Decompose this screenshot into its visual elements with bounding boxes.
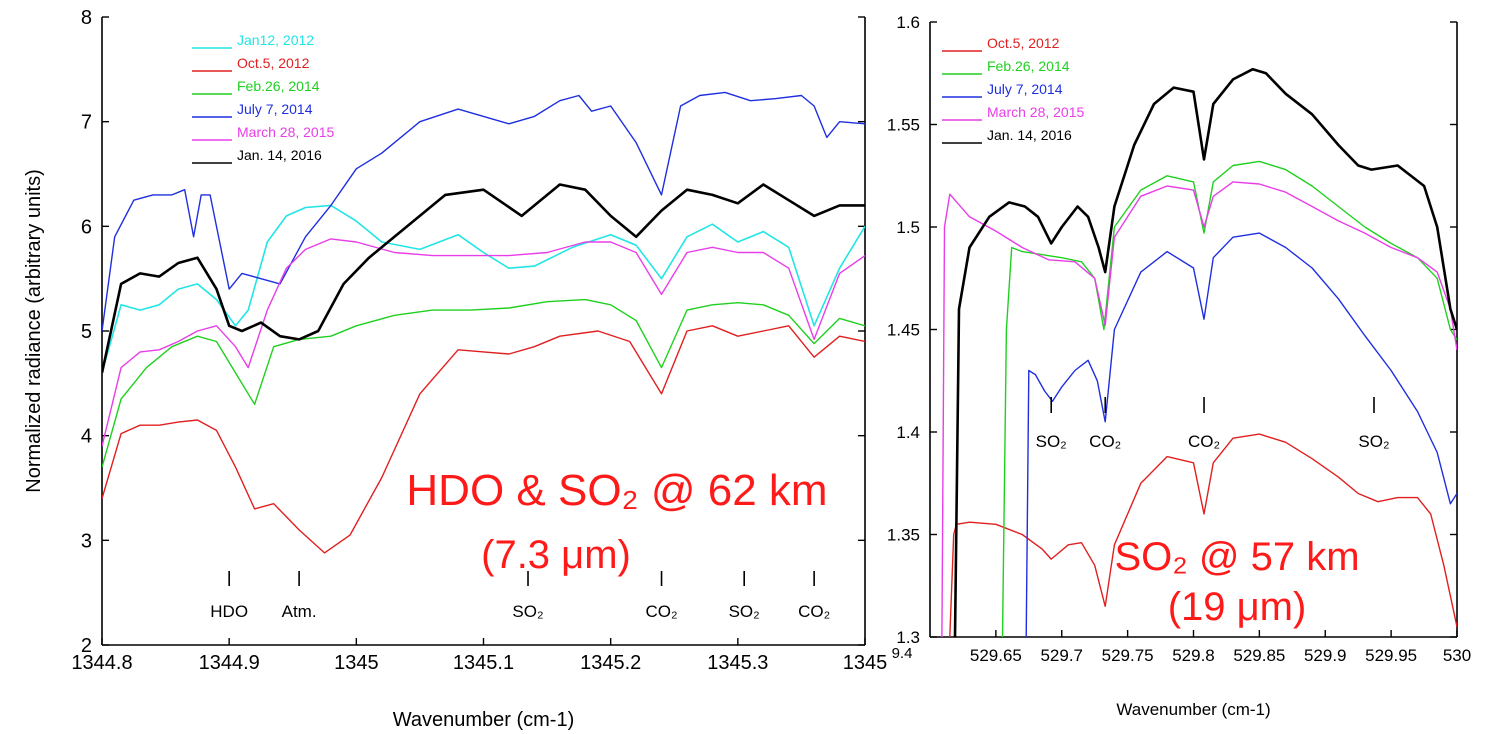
chart-1-annotation-sub: (7.3 μm) xyxy=(481,533,631,577)
chart-2-legend-label: Oct.5, 2012 xyxy=(987,35,1060,51)
chart-2-legend-label: Feb.26, 2014 xyxy=(987,58,1070,74)
chart-2-y-tick-label: 1.55 xyxy=(887,115,920,134)
chart-2: 1.3 1.35 1.4 1.45 1.5 1.55 1.6 529.65 529.7 529.7… xyxy=(887,13,1471,719)
chart-1-y-axis-title: Normalized radiance (arbitrary units) xyxy=(23,169,45,492)
chart-2-series-line-4 xyxy=(941,181,1457,637)
chart-2-legend-label: March 28, 2015 xyxy=(987,104,1084,120)
chart-2-series-line-5 xyxy=(953,67,1457,637)
chart-1-series-line-4 xyxy=(102,91,865,332)
chart-1-y-tick-label: 5 xyxy=(81,321,92,343)
chart-2-y-tick-label: 1.5 xyxy=(896,218,920,237)
chart-1-x-tick-label: 1344.9 xyxy=(199,652,260,674)
chart-2-x-tick-label: 530 xyxy=(1443,646,1471,665)
chart-1-x-axis-title: Wavenumber (cm-1) xyxy=(393,709,575,731)
chart-1-series-line-6 xyxy=(102,183,865,374)
chart-2-x-tick-label: 529.9 xyxy=(1304,646,1347,665)
chart-2-marker-label: CO₂ xyxy=(1089,432,1121,451)
chart-1-marker-label: HDO xyxy=(210,602,248,621)
chart-2-x-tick-label: 529.7 xyxy=(1040,646,1083,665)
chart-1-legend-label: Jan12, 2012 xyxy=(237,32,314,48)
chart-2-annotation-main: SO₂ @ 57 km xyxy=(1114,535,1359,579)
chart-2-x-tick-label: 529.65 xyxy=(970,646,1022,665)
chart-1-x-tick-label: 1345.1 xyxy=(453,652,514,674)
chart-1-y-tick-label: 4 xyxy=(81,426,92,448)
chart-2-x-tick-label: 529.75 xyxy=(1102,646,1154,665)
chart-1-x-tick-label: 1345 xyxy=(843,652,888,674)
chart-2-x-tick-label: 529.85 xyxy=(1233,646,1285,665)
chart-1-y-tick-label: 3 xyxy=(81,530,92,552)
chart-1-annotation-main: HDO & SO₂ @ 62 km xyxy=(406,466,827,515)
chart-1-marker-label: Atm. xyxy=(282,602,317,621)
chart-2-y-tick-label: 1.45 xyxy=(887,320,920,339)
chart-1-x-tick-label: 1345 xyxy=(334,652,379,674)
chart-1-y-tick-label: 7 xyxy=(81,112,92,134)
chart-1-legend-label: July 7, 2014 xyxy=(237,101,313,117)
chart-1: 2 3 4 5 6 7 8 1344.8 1344.9 1345 1345.1 1345.2 1345.… xyxy=(23,7,887,731)
chart-2-series-line-2 xyxy=(1001,160,1457,637)
chart-1-series-line-2 xyxy=(102,325,865,554)
chart-2-x-tick-label: 529.95 xyxy=(1365,646,1417,665)
chart-2-legend-label: Jan. 14, 2016 xyxy=(987,127,1072,143)
chart-2-annotation-sub: (19 μm) xyxy=(1168,585,1307,629)
chart-1-marker-label: CO₂ xyxy=(645,602,677,621)
chart-2-x-axis-title: Wavenumber (cm-1) xyxy=(1116,700,1270,719)
chart-1-marker-label: CO₂ xyxy=(798,602,830,621)
chart-2-marker-label: CO₂ xyxy=(1188,432,1220,451)
chart-1-x-tick-label: 1345.2 xyxy=(580,652,641,674)
chart-1-legend-label: Feb.26, 2014 xyxy=(237,78,320,94)
chart-2-y-tick-label: 1.4 xyxy=(896,423,920,442)
chart-1-marker-label: SO₂ xyxy=(729,602,760,621)
chart-2-marker-label: SO₂ xyxy=(1036,432,1067,451)
chart-2-series-line-1 xyxy=(949,433,1457,637)
chart-1-series-line-3 xyxy=(102,298,865,468)
chart-2-y-tick-label: 1.3 xyxy=(896,628,920,647)
chart-2-y-tick-label: 1.35 xyxy=(887,525,920,544)
chart-2-series-line-3 xyxy=(1025,232,1457,637)
chart-1-legend-label: March 28, 2015 xyxy=(237,124,334,140)
chart-2-x-tick-label: 529.8 xyxy=(1172,646,1215,665)
chart-2-marker-label: SO₂ xyxy=(1358,432,1389,451)
chart-2-legend-label: July 7, 2014 xyxy=(987,81,1063,97)
chart-1-y-tick-label: 2 xyxy=(81,635,92,657)
chart-1-y-tick-label: 8 xyxy=(81,7,92,29)
chart-1-series-line-1 xyxy=(102,204,865,374)
chart-2-x-extra-label: 9.4 xyxy=(892,645,913,662)
chart-1-legend-label: Oct.5, 2012 xyxy=(237,55,310,71)
chart-1-y-tick-label: 6 xyxy=(81,216,92,238)
chart-1-x-tick-label: 1344.8 xyxy=(71,652,132,674)
chart-2-y-tick-label: 1.6 xyxy=(896,13,920,32)
chart-1-marker-label: SO₂ xyxy=(512,602,543,621)
chart-1-x-tick-label: 1345.3 xyxy=(707,652,768,674)
chart-1-series-line-5 xyxy=(102,238,865,447)
chart-1-legend-label: Jan. 14, 2016 xyxy=(237,147,322,163)
